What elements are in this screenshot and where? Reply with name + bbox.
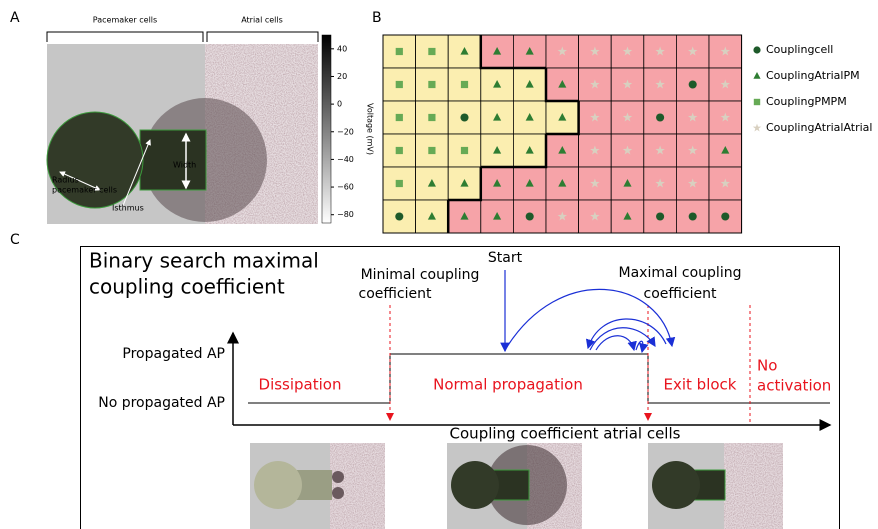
- cell-marker: [396, 48, 403, 55]
- cell-marker: [428, 81, 435, 88]
- bracket-label: Pacemaker cells: [93, 16, 157, 25]
- annotation: pacemaker cells: [52, 186, 117, 195]
- start-label: Start: [488, 250, 523, 266]
- cell-marker: [689, 212, 697, 220]
- cell-marker: [396, 180, 403, 187]
- cell-marker: [396, 114, 403, 121]
- colorbar-tick-label: −80: [337, 210, 354, 219]
- panel-b: Couplingcell CouplingAtrialPM CouplingPMPM…: [383, 35, 872, 233]
- arrow: [590, 328, 655, 350]
- cell-marker: [396, 81, 403, 88]
- legend-label: Couplingcell: [766, 43, 833, 56]
- x-axis-label: Coupling coefficient atrial cells: [450, 425, 681, 443]
- arrow: [636, 341, 643, 352]
- panel-c: Binary search maximal coupling coefficie…: [81, 247, 840, 529]
- panel-label: B: [372, 10, 382, 26]
- search-arrows: [505, 270, 672, 352]
- legend-marker: [754, 99, 760, 105]
- panel-label: C: [10, 232, 20, 248]
- cell-marker: [461, 81, 468, 88]
- thumbnail: [250, 443, 385, 529]
- legend-marker: [753, 72, 760, 79]
- colorbar-tick-label: −60: [337, 183, 354, 192]
- maximal-label: coefficient: [644, 286, 717, 302]
- bracket-label: Atrial cells: [241, 16, 283, 25]
- colorbar-tick-label: −40: [337, 155, 354, 164]
- cell-marker: [460, 113, 468, 121]
- legend-label: CouplingAtrialAtrial: [766, 121, 872, 134]
- cell-marker: [395, 212, 403, 220]
- panel-title: coupling coefficient: [89, 275, 285, 299]
- maximal-label: Maximal coupling: [619, 265, 742, 281]
- cell-marker: [656, 212, 664, 220]
- colorbar-tick-label: 20: [337, 72, 347, 81]
- panel-a: Pacemaker cells Atrial cells Radius pace…: [47, 16, 375, 225]
- panel-label: A: [10, 10, 20, 26]
- y-level-label: Propagated AP: [122, 346, 225, 362]
- minimal-label: coefficient: [359, 286, 432, 302]
- annotation: Isthmus: [112, 204, 144, 213]
- panel-title: Binary search maximal: [89, 249, 319, 273]
- region-label: activation: [757, 377, 831, 395]
- cell-marker: [656, 113, 664, 121]
- legend-label: CouplingPMPM: [766, 95, 847, 108]
- colorbar-tick-label: 40: [337, 44, 347, 53]
- cell-marker: [526, 212, 534, 220]
- cell-marker: [689, 80, 697, 88]
- region-label: No: [757, 357, 777, 375]
- region-label: Exit block: [664, 376, 737, 394]
- bracket: [47, 32, 318, 42]
- colorbar: [322, 35, 331, 223]
- cell-marker: [721, 212, 729, 220]
- arrow: [588, 319, 666, 348]
- region-label: Normal propagation: [433, 376, 583, 394]
- region-label: Dissipation: [259, 376, 342, 394]
- arrow: [596, 336, 634, 350]
- cell-marker: [461, 147, 468, 154]
- thumbnail: [447, 443, 582, 529]
- annotation: Width: [173, 161, 196, 170]
- colorbar-label: Voltage (mV): [366, 103, 375, 155]
- cell-marker: [396, 147, 403, 154]
- colorbar-tick-label: 0: [337, 100, 342, 109]
- legend-marker: [753, 124, 761, 132]
- cell-marker: [428, 114, 435, 121]
- cell-marker: [428, 147, 435, 154]
- thumbnail: [648, 443, 783, 529]
- cell-marker: [428, 48, 435, 55]
- figure: A B C Pacemaker cells Atrial cells Radiu…: [0, 0, 878, 529]
- minimal-label: Minimal coupling: [361, 267, 480, 283]
- annotation: Radius: [52, 176, 79, 185]
- legend-label: CouplingAtrialPM: [766, 69, 860, 82]
- y-level-label: No propagated AP: [98, 395, 225, 411]
- colorbar-tick-label: −20: [337, 127, 354, 136]
- legend-marker: [753, 46, 760, 53]
